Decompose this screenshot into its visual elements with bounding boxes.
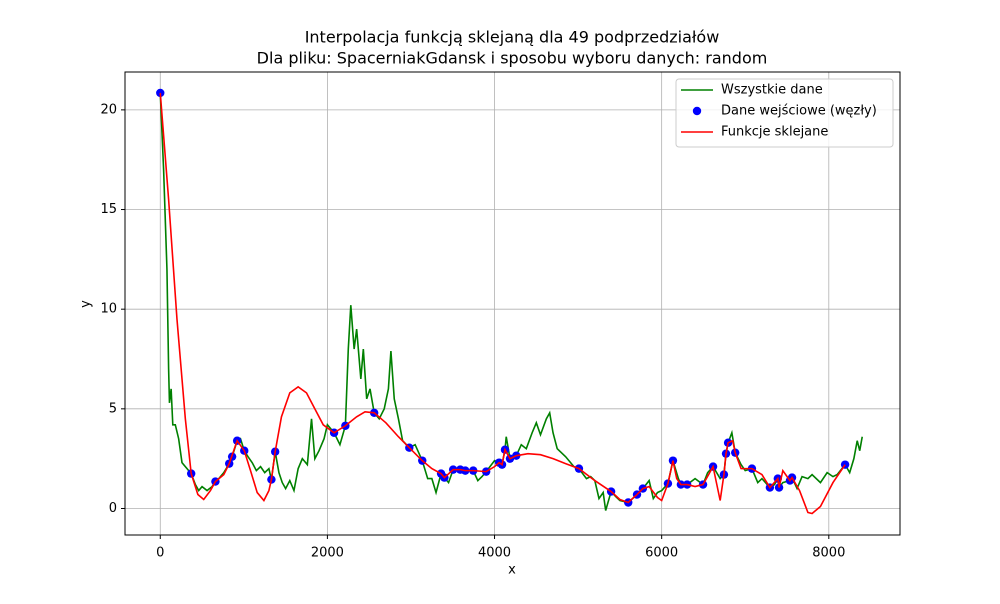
- x-tick-label: 4000: [478, 546, 511, 561]
- series-line: [159, 92, 846, 515]
- plot-frame: [124, 71, 901, 536]
- x-tick-label: 2000: [311, 546, 344, 561]
- y-axis-label: y: [79, 300, 94, 308]
- legend-label: Funkcje sklejane: [721, 125, 828, 140]
- y-tick-label: 15: [100, 202, 117, 217]
- node-marker: [156, 88, 165, 98]
- y-tick-label: 0: [109, 501, 117, 516]
- x-tick-label: 8000: [812, 546, 845, 561]
- legend-label: Dane wejściowe (węzły): [721, 104, 877, 119]
- y-tick-label: 5: [109, 401, 117, 416]
- legend-label: Wszystkie dane: [721, 83, 823, 98]
- legend-marker: [692, 106, 702, 116]
- y-tick-label: 10: [100, 302, 117, 317]
- x-tick-label: 6000: [645, 546, 678, 561]
- x-axis-label: x: [508, 563, 516, 578]
- chart-subtitle: Dla pliku: SpacerniakGdansk i sposobu wy…: [257, 49, 768, 68]
- y-tick-label: 20: [100, 102, 117, 117]
- x-tick-label: 0: [156, 546, 164, 561]
- legend-box: [675, 78, 894, 148]
- chart-title: Interpolacja funkcją sklejaną dla 49 pod…: [305, 28, 720, 47]
